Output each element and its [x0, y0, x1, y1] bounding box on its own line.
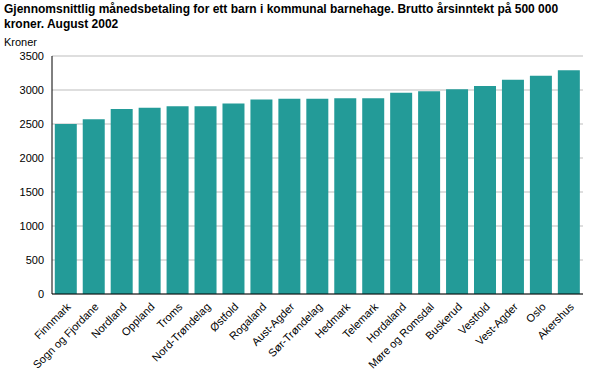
svg-text:Vestfold: Vestfold [456, 300, 493, 337]
svg-text:Østfold: Østfold [207, 300, 241, 334]
svg-text:Sør-Trøndelag: Sør-Trøndelag [265, 300, 325, 360]
svg-text:Hordaland: Hordaland [363, 300, 409, 345]
svg-text:2000: 2000 [20, 152, 44, 164]
svg-text:Finnmark: Finnmark [32, 300, 73, 342]
svg-text:Sogn og Fjordane: Sogn og Fjordane [31, 300, 101, 370]
svg-text:Akershus: Akershus [535, 300, 576, 341]
svg-text:3500: 3500 [20, 50, 44, 62]
svg-text:Nordland: Nordland [88, 300, 129, 341]
svg-text:1000: 1000 [20, 220, 44, 232]
svg-text:Telemark: Telemark [340, 300, 381, 341]
svg-text:3000: 3000 [20, 84, 44, 96]
svg-text:Troms: Troms [154, 300, 185, 331]
svg-text:Oppland: Oppland [119, 300, 157, 338]
svg-text:500: 500 [26, 254, 44, 266]
svg-text:Vest-Agder: Vest-Agder [473, 300, 520, 347]
svg-text:1500: 1500 [20, 186, 44, 198]
svg-text:Oslo: Oslo [524, 300, 548, 324]
svg-text:Hedmark: Hedmark [312, 300, 353, 341]
html-text:Gjennomsnittlig månedsbetaling: Gjennomsnittlig månedsbetaling for ett b… [4, 2, 559, 31]
svg-text:Rogaland: Rogaland [226, 300, 269, 343]
svg-text:Buskerud: Buskerud [423, 300, 464, 341]
svg-text:Nord-Trøndelag: Nord-Trøndelag [150, 300, 213, 363]
svg-text:Aust-Agder: Aust-Agder [249, 300, 297, 348]
svg-text:Møre og Romsdal: Møre og Romsdal [365, 300, 437, 371]
svg-text:0: 0 [38, 288, 44, 300]
svg-text:2500: 2500 [20, 118, 44, 130]
html-text:Kroner: Kroner [4, 36, 37, 48]
